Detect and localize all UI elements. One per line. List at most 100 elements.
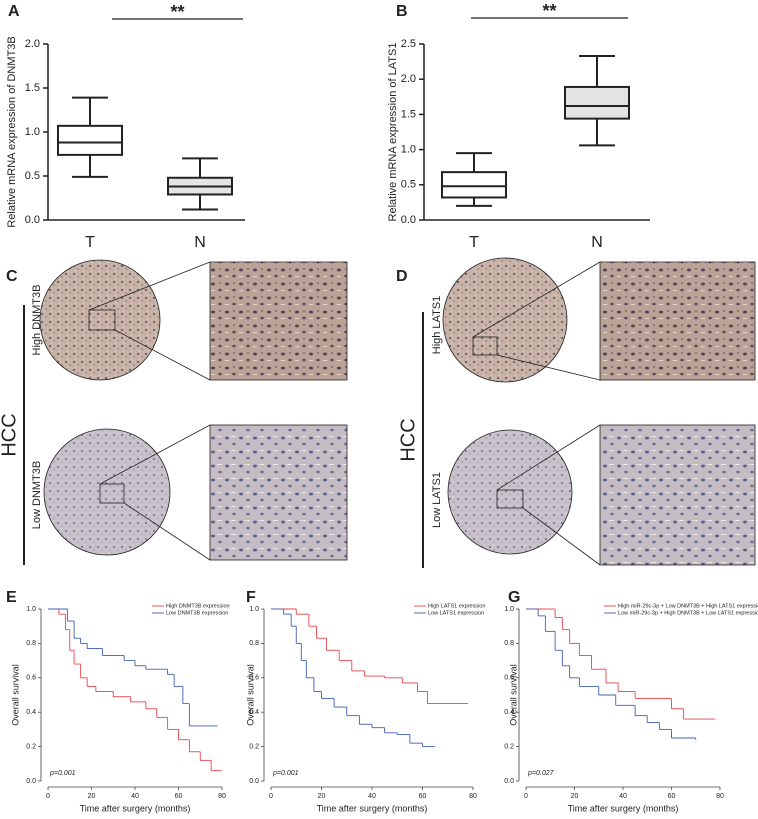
box <box>564 85 630 120</box>
y-axis-title: Relative mRNA expression of LATS1 <box>387 43 399 222</box>
y-tick-label: 0.0 <box>249 778 259 785</box>
tissue-core <box>39 259 161 381</box>
box <box>441 171 507 199</box>
y-tick-label: 0.8 <box>249 640 259 647</box>
zoom-line <box>114 329 211 381</box>
significance-label: ** <box>542 1 556 21</box>
group-label: HCC <box>0 413 20 456</box>
x-axis-title: Time after surgery (months) <box>317 803 428 813</box>
zoom-line <box>522 507 601 566</box>
tissue-core <box>447 429 573 555</box>
panel-letter: A <box>8 3 20 20</box>
y-tick-label: 0.2 <box>249 743 259 750</box>
x-tick-label: T <box>85 234 95 251</box>
x-tick-label: N <box>591 234 603 251</box>
y-tick-label: 0.6 <box>504 675 514 682</box>
zoom-box <box>88 309 116 331</box>
x-tick-label: 20 <box>318 793 326 800</box>
y-tick-label: 2.5 <box>401 38 416 50</box>
y-tick-label: 0.8 <box>26 640 36 647</box>
tissue-core <box>43 428 171 556</box>
y-tick-label: 0.5 <box>25 170 40 182</box>
legend-label: Low DNMT3B expression <box>166 610 228 616</box>
y-tick-label: 1.0 <box>504 606 514 613</box>
x-tick-label: 60 <box>175 793 183 800</box>
y-tick-label: 0.2 <box>26 743 36 750</box>
zoom-box <box>99 483 125 504</box>
zoom-line <box>88 261 211 311</box>
y-axis-title: Relative mRNA expression of DNMT3B <box>6 36 18 227</box>
y-tick-label: 0.6 <box>26 675 36 682</box>
panel-letter: D <box>396 268 408 285</box>
y-tick-label: 1.0 <box>26 606 36 613</box>
x-axis-title: Time after surgery (months) <box>80 803 191 813</box>
y-tick-label: 0.0 <box>401 214 416 226</box>
x-tick-label: 20 <box>571 793 579 800</box>
p-value: p=0.001 <box>49 770 76 777</box>
y-tick-label: 0.4 <box>249 709 259 716</box>
zoom-image <box>599 261 756 381</box>
panel-letter: C <box>6 268 18 285</box>
y-tick-label: 0.0 <box>26 778 36 785</box>
y-tick-label: 0.0 <box>504 778 514 785</box>
row-label: Low DNMT3B <box>31 461 43 529</box>
x-tick-label: 40 <box>131 793 139 800</box>
x-tick-label: N <box>194 234 206 251</box>
box <box>57 124 123 156</box>
x-tick-label: 0 <box>524 793 528 800</box>
y-tick-label: 1.5 <box>401 108 416 120</box>
p-value: p=0.027 <box>527 770 555 777</box>
y-axis-title: Overall survival <box>508 664 518 726</box>
x-tick-label: 60 <box>668 793 676 800</box>
row-label: High LATS1 <box>431 296 443 355</box>
zoom-line <box>123 502 211 561</box>
y-tick-label: 0.4 <box>504 709 514 716</box>
x-tick-label: T <box>469 234 479 251</box>
row-label: High DNMT3B <box>31 285 43 356</box>
legend-label: Low LATS1 expression <box>428 610 484 616</box>
x-axis-title: Time after surgery (months) <box>568 803 679 813</box>
zoom-box <box>496 489 524 509</box>
y-tick-label: 1.5 <box>25 82 40 94</box>
row-label: Low LATS1 <box>431 472 443 528</box>
panel-letter: G <box>508 589 520 606</box>
legend-label: High miR-29c-3p + Low DNMT3B + High LATS… <box>618 603 758 609</box>
y-tick-label: 1.0 <box>25 126 40 138</box>
legend-label: Low miR-29c-3p + High DNMT3B + Low LATS1… <box>618 610 758 616</box>
zoom-line <box>99 424 211 485</box>
x-tick-label: 40 <box>619 793 627 800</box>
zoom-line <box>496 354 601 381</box>
x-tick-label: 40 <box>368 793 376 800</box>
zoom-image <box>209 261 348 381</box>
zoom-image <box>599 424 756 566</box>
legend-label: High LATS1 expression <box>428 603 485 609</box>
legend-label: High DNMT3B expression <box>166 603 230 609</box>
y-tick-label: 2.0 <box>25 38 40 50</box>
y-tick-label: 1.0 <box>249 606 259 613</box>
y-tick-label: 0.6 <box>249 675 259 682</box>
ihc-images <box>23 257 756 568</box>
y-tick-label: 1.0 <box>401 144 416 156</box>
x-tick-label: 0 <box>269 793 273 800</box>
y-tick-label: 2.0 <box>401 73 416 85</box>
x-tick-label: 20 <box>88 793 96 800</box>
p-value: p=0.001 <box>272 770 299 777</box>
y-tick-label: 0.8 <box>504 640 514 647</box>
panel-letter: B <box>396 3 408 20</box>
panel-letter: F <box>246 589 256 606</box>
y-axis-title: Overall survival <box>245 664 255 726</box>
x-tick-label: 0 <box>46 793 50 800</box>
group-label: HCC <box>397 418 419 461</box>
x-tick-label: 80 <box>218 793 226 800</box>
panel-letter: E <box>6 589 17 606</box>
zoom-box <box>472 336 498 356</box>
y-tick-label: 0.0 <box>25 214 40 226</box>
x-tick-label: 80 <box>469 793 477 800</box>
zoom-line <box>472 261 601 338</box>
zoom-image <box>209 424 348 561</box>
zoom-line <box>496 424 601 491</box>
significance-label: ** <box>170 2 184 22</box>
y-tick-label: 0.5 <box>401 179 416 191</box>
x-tick-label: 80 <box>716 793 724 800</box>
